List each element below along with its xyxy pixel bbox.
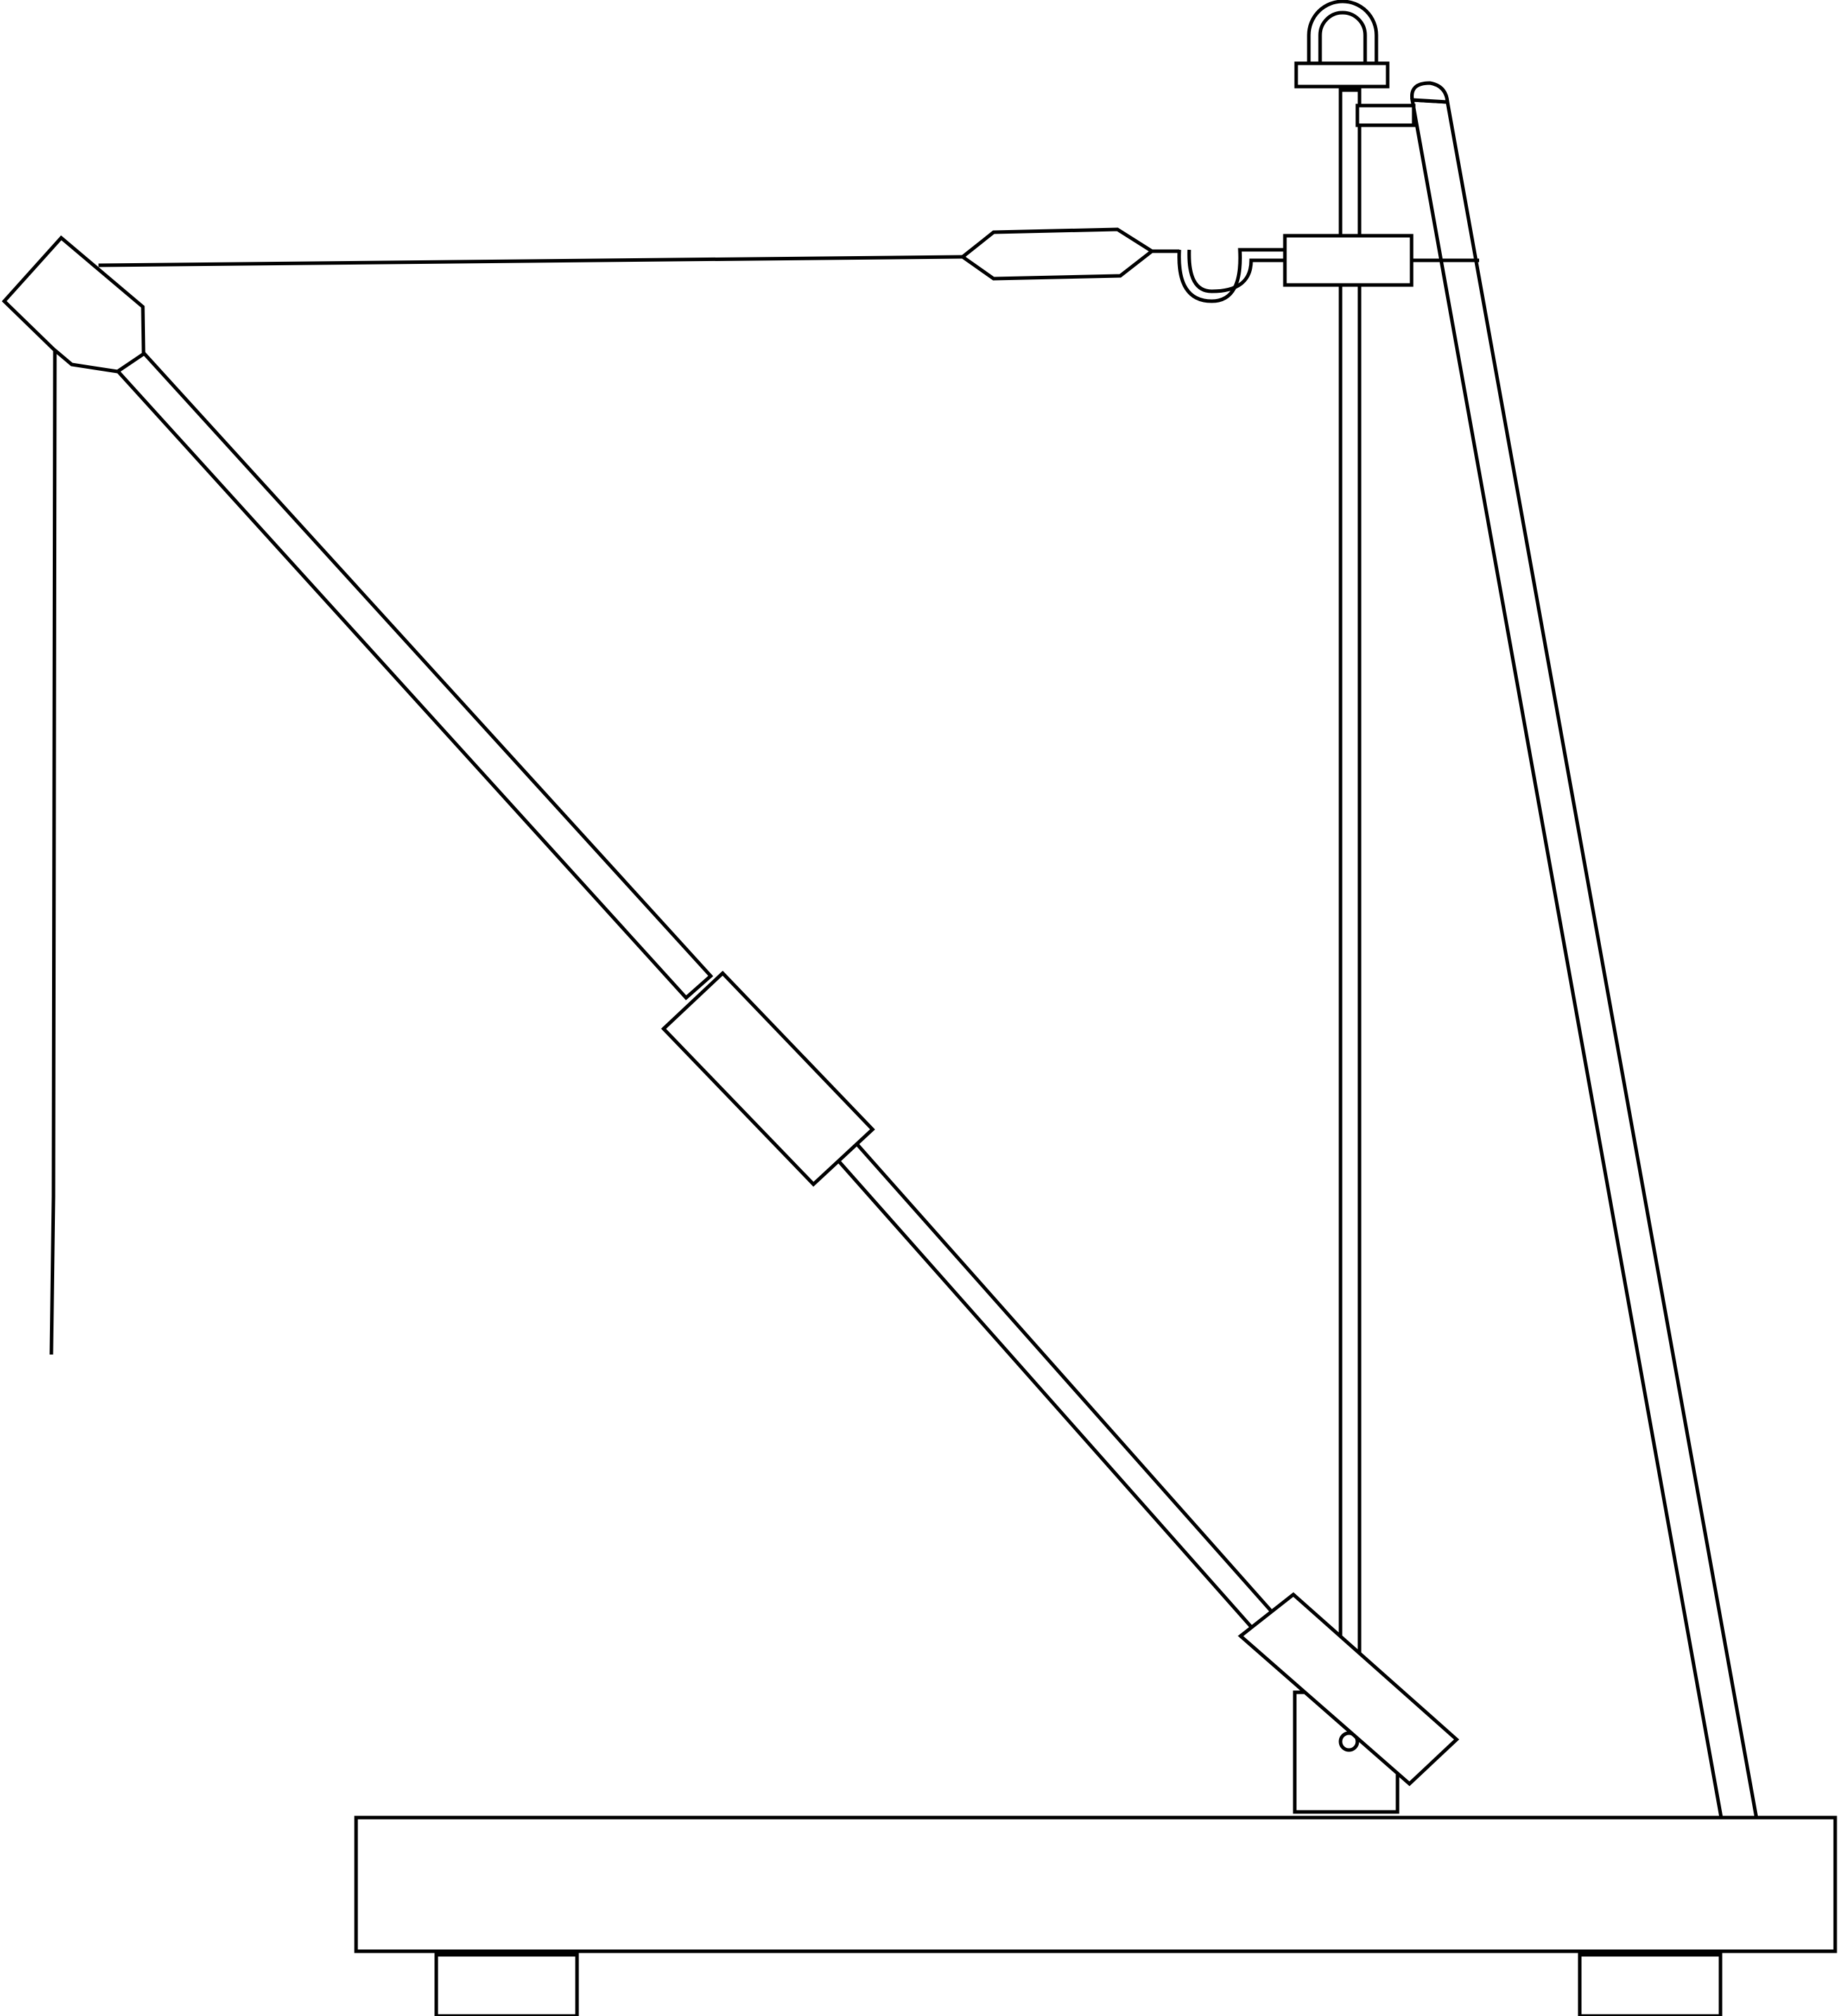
slanted-leg-cap [1410,81,1450,104]
tie-cable [98,255,963,267]
boom-lower-tube [835,1141,1296,1655]
boom-upper-tube [115,347,714,1001]
slanted-support-leg [1409,98,1758,1820]
vertical-mast [1338,88,1362,1747]
spring-scale [959,227,1155,281]
small-hook-inner [1187,249,1285,293]
top-hook-eye-outer [1307,0,1378,63]
boom-sleeve [661,970,875,1187]
top-hook-eye-inner [1318,11,1367,63]
hanging-line [49,349,57,1355]
boom-foot-block [1238,1592,1459,1787]
top-connector-bar [1355,103,1416,127]
base-foot-left [434,1953,579,2016]
top-plate [1294,61,1390,89]
base-platform [354,1815,1837,1953]
boom-tip-block [1,235,146,374]
base-foot-right [1578,1953,1723,2016]
small-hook-outer [1177,248,1285,303]
clamp-collar [1283,234,1414,287]
